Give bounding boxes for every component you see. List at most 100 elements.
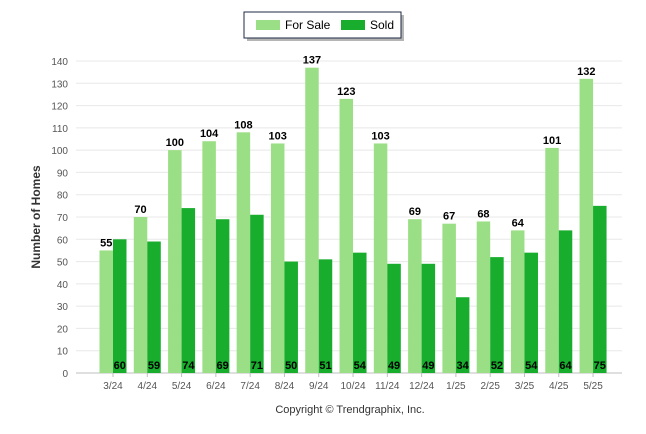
y-tick-label: 140 — [51, 57, 68, 68]
legend-label-sold: Sold — [370, 18, 394, 32]
data-label-sold: 60 — [114, 360, 126, 372]
data-label-sold: 34 — [457, 360, 470, 372]
y-tick-label: 30 — [57, 302, 69, 313]
bar-sold — [147, 241, 161, 373]
x-tick-label: 11/24 — [375, 381, 400, 392]
data-label-sold: 69 — [216, 360, 228, 372]
bar-for-sale — [99, 250, 113, 373]
bar-for-sale — [133, 217, 148, 373]
bar-sold — [387, 263, 401, 373]
bar-sold — [524, 252, 538, 373]
data-label-for-sale: 108 — [234, 119, 252, 131]
bar-for-sale — [579, 78, 594, 373]
y-tick-label: 80 — [57, 191, 69, 202]
copyright-text: Copyright © Trendgraphix, Inc. — [275, 404, 424, 416]
y-tick-label: 50 — [57, 258, 69, 269]
bar-for-sale — [168, 150, 182, 373]
data-label-for-sale: 67 — [443, 211, 455, 223]
y-tick-label: 70 — [57, 213, 69, 224]
data-label-sold: 59 — [148, 360, 160, 372]
data-label-sold: 50 — [285, 360, 297, 372]
data-label-sold: 52 — [491, 360, 503, 372]
data-label-sold: 51 — [319, 360, 331, 372]
x-tick-label: 4/24 — [138, 381, 158, 392]
bar-for-sale — [339, 98, 354, 373]
x-tick-label: 10/24 — [341, 381, 366, 392]
data-label-sold: 71 — [251, 360, 263, 372]
bar-for-sale — [305, 67, 319, 373]
bar-sold — [455, 297, 470, 373]
x-tick-label: 12/24 — [409, 381, 434, 392]
bar-sold — [353, 252, 367, 373]
data-label-sold: 54 — [525, 360, 538, 372]
bars — [99, 67, 607, 373]
x-tick-label: 5/24 — [172, 381, 192, 392]
bar-for-sale — [202, 141, 216, 373]
x-tick-label: 4/25 — [549, 381, 569, 392]
axes: 0 10 20 30 40 50 60 70 80 90 100 110 120 130 140 3/24 4/… — [51, 57, 622, 392]
bar-sold — [113, 239, 127, 373]
legend[interactable]: For Sale Sold — [243, 11, 404, 41]
bar-for-sale — [373, 143, 388, 373]
y-tick-label: 0 — [62, 369, 68, 380]
data-label-for-sale: 100 — [166, 137, 184, 149]
x-tick-label: 5/25 — [583, 381, 603, 392]
bar-sold — [250, 214, 264, 373]
data-labels: 55 60 70 59 100 74 104 69 108 71 103 50 137 51 123 54 10… — [100, 55, 606, 372]
y-tick-label: 120 — [51, 102, 68, 113]
data-label-for-sale: 104 — [200, 128, 219, 140]
x-tick-label: 3/24 — [103, 381, 123, 392]
x-tick-label: 1/25 — [446, 381, 466, 392]
y-tick-label: 10 — [57, 347, 69, 358]
bar-for-sale — [236, 132, 251, 373]
bar-for-sale — [510, 230, 525, 373]
bar-sold — [490, 257, 504, 373]
y-axis-title: Number of Homes — [29, 165, 43, 269]
y-tick-label: 100 — [51, 146, 68, 157]
y-tick-label: 40 — [57, 280, 69, 291]
data-label-sold: 74 — [182, 360, 195, 372]
bar-sold — [421, 263, 436, 373]
data-label-sold: 49 — [388, 360, 400, 372]
y-tick-label: 60 — [57, 235, 69, 246]
data-label-for-sale: 55 — [100, 237, 112, 249]
data-label-for-sale: 68 — [477, 208, 489, 220]
bar-for-sale — [545, 147, 559, 373]
data-label-for-sale: 64 — [512, 217, 525, 229]
x-tick-label: 8/24 — [275, 381, 295, 392]
y-tick-label: 130 — [51, 79, 68, 90]
x-tick-label: 2/25 — [480, 381, 500, 392]
bar-for-sale — [476, 221, 491, 373]
bar-sold — [181, 208, 196, 373]
bar-sold — [284, 261, 298, 373]
bar-for-sale — [408, 219, 422, 373]
x-tick-label: 3/25 — [515, 381, 535, 392]
data-label-for-sale: 103 — [269, 130, 287, 142]
data-label-for-sale: 103 — [371, 130, 389, 142]
data-label-for-sale: 123 — [337, 86, 355, 98]
data-label-sold: 54 — [354, 360, 367, 372]
data-label-for-sale: 101 — [543, 135, 561, 147]
data-label-sold: 64 — [559, 360, 572, 372]
y-tick-label: 20 — [57, 324, 69, 335]
data-label-for-sale: 137 — [303, 55, 321, 67]
y-tick-label: 90 — [57, 168, 69, 179]
x-tick-label: 6/24 — [206, 381, 226, 392]
legend-swatch-sold — [341, 20, 365, 30]
bar-for-sale — [442, 223, 456, 373]
legend-label-for-sale: For Sale — [285, 18, 331, 32]
x-tick-label: 7/24 — [240, 381, 260, 392]
bar-sold — [215, 219, 230, 373]
x-tick-label: 9/24 — [309, 381, 329, 392]
y-tick-label: 110 — [52, 124, 68, 135]
legend-swatch-for-sale — [256, 20, 280, 30]
data-label-sold: 75 — [594, 360, 606, 372]
data-label-for-sale: 69 — [409, 206, 421, 218]
data-label-for-sale: 70 — [134, 204, 146, 216]
data-label-for-sale: 132 — [577, 66, 595, 78]
data-label-sold: 49 — [422, 360, 434, 372]
bar-sold — [593, 205, 607, 373]
bar-for-sale — [270, 143, 285, 373]
